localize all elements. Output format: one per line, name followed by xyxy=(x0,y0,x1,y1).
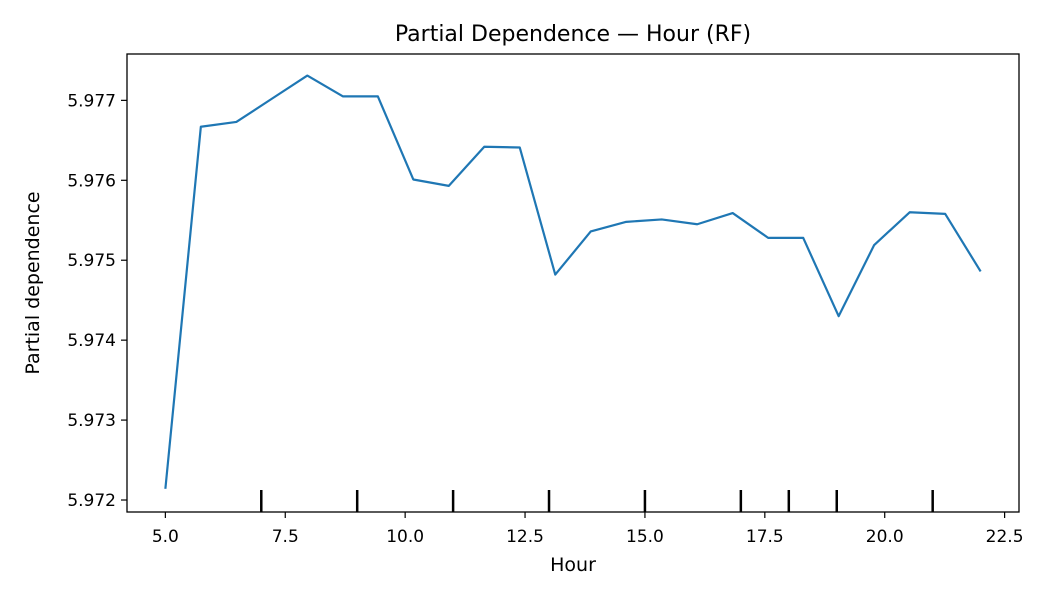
x-axis-label: Hour xyxy=(550,554,596,576)
y-tick-label: 5.973 xyxy=(67,411,116,431)
x-tick-label: 10.0 xyxy=(386,527,424,547)
y-axis-label: Partial dependence xyxy=(22,191,44,374)
plot-area: 5.0 7.5 10.0 12.5 15.0 17.5 20.0 22.5 5.972 5.973… xyxy=(67,53,1024,547)
x-tick-label: 7.5 xyxy=(272,527,299,547)
y-tick-label: 5.972 xyxy=(67,491,116,511)
x-tick-label: 20.0 xyxy=(866,527,904,547)
y-tick-label: 5.977 xyxy=(67,91,116,111)
series-line-0 xyxy=(164,74,982,489)
x-tick-label: 17.5 xyxy=(746,527,784,547)
plot-frame xyxy=(126,53,1020,513)
x-tick-label: 22.5 xyxy=(986,527,1024,547)
x-tick-label: 12.5 xyxy=(506,527,544,547)
x-tick-label: 15.0 xyxy=(626,527,664,547)
y-tick-label: 5.975 xyxy=(67,251,116,271)
y-tick-label: 5.974 xyxy=(67,331,116,351)
chart-title: Partial Dependence — Hour (RF) xyxy=(395,22,751,47)
x-tick-label: 5.0 xyxy=(152,527,179,547)
y-tick-label: 5.976 xyxy=(67,171,116,191)
